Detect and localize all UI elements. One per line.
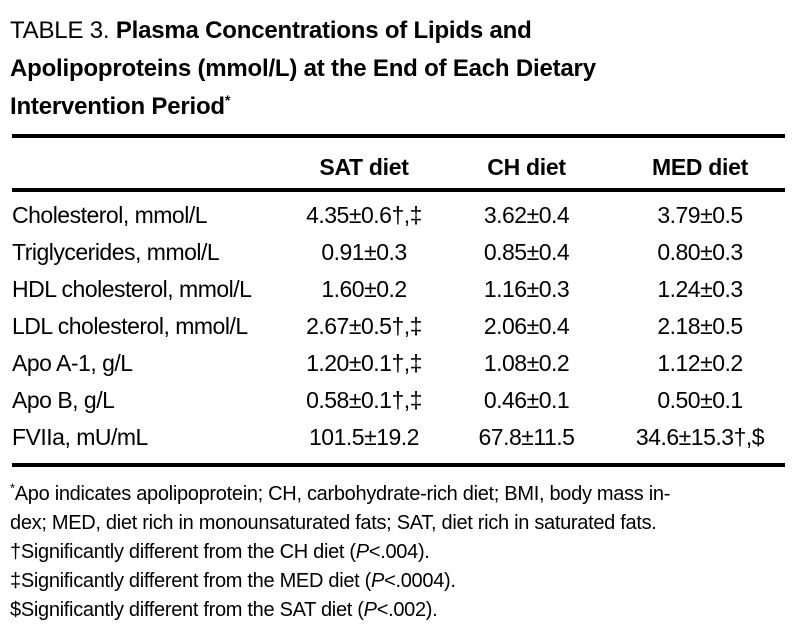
row-label: Apo B, g/L	[12, 387, 115, 413]
value-cell-sat: 0.91±0.3	[321, 239, 407, 265]
value-cell-sat: 0.58±0.1†,‡	[306, 387, 422, 413]
table-row-triglycerides: Triglycerides, mmol/L 0.91±0.3 0.85±0.4 …	[12, 234, 785, 271]
table-row-cholesterol: Cholesterol, mmol/L 4.35±0.6†,‡ 3.62±0.4…	[12, 197, 785, 234]
value-cell-med: 0.50±0.1	[657, 387, 743, 413]
value-cell-sat: 101.5±19.2	[309, 424, 419, 450]
footnote-dollar: $Significantly different from the SAT di…	[10, 596, 793, 625]
footnote-p-italic: P	[363, 599, 377, 621]
table-row-apo-a1: Apo A-1, g/L 1.20±0.1†,‡ 1.08±0.2 1.12±0…	[12, 345, 785, 382]
footnote-asterisk-line-2: dex; MED, diet rich in monounsaturated f…	[10, 509, 793, 538]
footnote-text-after: <.004).	[368, 541, 430, 563]
row-label: LDL cholesterol, mmol/L	[12, 313, 248, 339]
footnote-text: ‡Significantly different from the MED di…	[10, 570, 372, 592]
footnote-text: Apo indicates apolipoprotein; CH, carboh…	[14, 483, 671, 505]
footnote-text: †Significantly different from the CH die…	[10, 541, 356, 563]
value-cell-med: 3.79±0.5	[657, 202, 743, 228]
footnote-text-after: <.0004).	[384, 570, 456, 592]
row-label: Triglycerides, mmol/L	[12, 239, 220, 265]
table-title-line-2: Apolipoproteins (mmol/L) at the End of E…	[10, 50, 790, 88]
value-cell-ch: 0.85±0.4	[483, 239, 570, 265]
table-row-fviia: FVIIa, mU/mL 101.5±19.2 67.8±11.5 34.6±1…	[12, 419, 785, 456]
table-rule-top	[12, 134, 785, 138]
value-cell-sat: 1.20±0.1†,‡	[306, 350, 422, 376]
footnote-text: dex; MED, diet rich in monounsaturated f…	[10, 512, 657, 534]
value-cell-med: 2.18±0.5	[657, 313, 743, 339]
value-cell-sat: 4.35±0.6†,‡	[306, 202, 422, 228]
table-rule-header	[12, 188, 785, 192]
value-cell-med: 1.24±0.3	[657, 276, 743, 302]
value-cell-med: 1.12±0.2	[657, 350, 743, 376]
row-label: HDL cholesterol, mmol/L	[12, 276, 252, 302]
value-cell-ch: 3.62±0.4	[483, 202, 570, 228]
table-rule-bottom	[12, 463, 785, 467]
footnote-text: $Significantly different from the SAT di…	[10, 599, 364, 621]
table-title-line-1: TABLE 3. Plasma Concentrations of Lipids…	[10, 12, 790, 50]
value-cell-ch: 67.8±11.5	[478, 424, 575, 450]
value-cell-ch: 2.06±0.4	[483, 313, 570, 339]
row-label: Apo A-1, g/L	[12, 350, 133, 376]
footnote-asterisk-line-1: *Apo indicates apolipoprotein; CH, carbo…	[10, 480, 793, 509]
value-cell-sat: 2.67±0.5†,‡	[306, 313, 422, 339]
row-label: Cholesterol, mmol/L	[12, 202, 208, 228]
column-header-med-diet: MED diet	[652, 154, 748, 180]
footnote-text-after: <.002).	[376, 599, 438, 621]
footnote-double-dagger: ‡Significantly different from the MED di…	[10, 567, 793, 596]
title-footnote-marker: *	[224, 92, 231, 108]
table-row-apo-b: Apo B, g/L 0.58±0.1†,‡ 0.46±0.1 0.50±0.1	[12, 382, 785, 419]
table-title-text: Plasma Concentrations of Lipids and	[115, 17, 532, 44]
column-header-sat-diet: SAT diet	[319, 154, 409, 180]
table-row-hdl-cholesterol: HDL cholesterol, mmol/L 1.60±0.2 1.16±0.…	[12, 271, 785, 308]
footnote-marker-asterisk: *	[10, 480, 15, 496]
value-cell-ch: 0.46±0.1	[483, 387, 570, 413]
table-row-ldl-cholesterol: LDL cholesterol, mmol/L 2.67±0.5†,‡ 2.06…	[12, 308, 785, 345]
table-footnotes: *Apo indicates apolipoprotein; CH, carbo…	[10, 480, 793, 625]
value-cell-ch: 1.08±0.2	[483, 350, 570, 376]
value-cell-med: 0.80±0.3	[657, 239, 743, 265]
table-title: TABLE 3. Plasma Concentrations of Lipids…	[10, 12, 790, 126]
footnote-p-italic: P	[355, 541, 369, 563]
table-title-text: Intervention Period	[10, 93, 225, 120]
table-number-label: TABLE 3.	[10, 17, 116, 44]
value-cell-ch: 1.16±0.3	[483, 276, 570, 302]
table-body: Cholesterol, mmol/L 4.35±0.6†,‡ 3.62±0.4…	[10, 192, 793, 463]
footnote-dagger: †Significantly different from the CH die…	[10, 538, 793, 567]
table-title-text: Apolipoproteins (mmol/L) at the End of E…	[10, 55, 596, 82]
table-header-row: SAT diet CH diet MED diet	[12, 138, 785, 188]
column-header-ch-diet: CH diet	[487, 154, 566, 180]
table-title-line-3: Intervention Period*	[10, 88, 790, 126]
value-cell-med: 34.6±15.3†,$	[635, 424, 765, 450]
value-cell-sat: 1.60±0.2	[321, 276, 407, 302]
footnote-p-italic: P	[371, 570, 385, 592]
row-label: FVIIa, mU/mL	[12, 424, 148, 450]
